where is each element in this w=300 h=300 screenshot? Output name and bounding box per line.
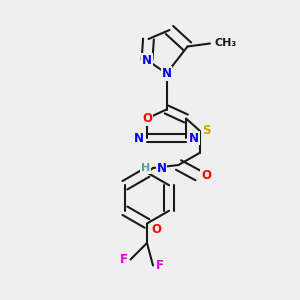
Text: N: N <box>189 131 199 145</box>
Text: CH₃: CH₃ <box>214 38 237 49</box>
Text: N: N <box>157 161 166 175</box>
Text: N: N <box>142 53 152 67</box>
Text: N: N <box>161 67 172 80</box>
Text: N: N <box>134 131 144 145</box>
Text: O: O <box>152 223 161 236</box>
Text: O: O <box>201 169 211 182</box>
Text: S: S <box>202 124 211 137</box>
Text: F: F <box>119 253 128 266</box>
Text: H: H <box>141 163 150 173</box>
Text: F: F <box>156 259 164 272</box>
Text: O: O <box>142 112 152 125</box>
